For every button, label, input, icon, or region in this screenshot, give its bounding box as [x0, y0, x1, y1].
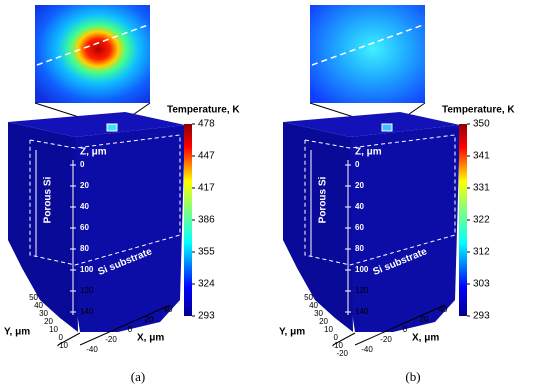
colorbar-tick-label: 341 [473, 151, 490, 162]
y-tick-label: 10 [324, 325, 333, 334]
panel-label: (b) [405, 369, 420, 384]
z-tick-label: 100 [80, 265, 94, 274]
z-tick-label: 20 [80, 181, 89, 190]
z-tick-label: 140 [355, 307, 369, 316]
y-tick-label: 30 [39, 309, 48, 318]
x-tick-label: -20 [380, 335, 392, 344]
y-tick-label: -10 [331, 341, 343, 350]
z-tick-label: 40 [355, 202, 364, 211]
y-axis [332, 332, 356, 346]
x-tick-label: 20 [145, 315, 154, 324]
z-tick-label: 20 [355, 181, 364, 190]
y-tick-label: 20 [44, 317, 53, 326]
z-tick-label: 0 [80, 160, 85, 169]
colorbar-tick-label: 350 [473, 119, 490, 130]
x-tick-label: 40 [439, 305, 448, 314]
colorbar [184, 124, 192, 316]
x-label: X, μm [137, 333, 164, 344]
colorbar [459, 124, 467, 316]
colorbar-tick-label: 478 [198, 119, 215, 130]
inset [35, 5, 150, 103]
panel-label: (a) [131, 369, 145, 384]
colorbar-tick-label: 417 [198, 183, 215, 194]
porous-label: Porous Si [318, 176, 329, 223]
x-tick-label: -40 [361, 345, 373, 354]
colorbar-tick-label: 303 [473, 279, 490, 290]
z-tick-label: 80 [80, 244, 89, 253]
z-tick-label: 60 [355, 223, 364, 232]
colorbar-title: Temperature, K [442, 105, 515, 116]
z-tick-label: 100 [355, 265, 369, 274]
y-tick-label: 0 [59, 333, 64, 342]
colorbar-tick-label: 293 [473, 311, 490, 322]
colorbar-tick-label: 447 [198, 151, 215, 162]
block-side [350, 125, 460, 332]
block-side [75, 125, 185, 332]
block-top [8, 112, 185, 137]
z-label: Z, μm [355, 147, 382, 158]
x-label: X, μm [412, 333, 439, 344]
y-tick-label: 40 [34, 301, 43, 310]
x-tick-label: -40 [86, 345, 98, 354]
y-tick-label: 50 [29, 293, 38, 302]
spot [381, 123, 393, 132]
block-front [283, 122, 353, 332]
inset [310, 5, 425, 103]
colorbar-tick-label: 355 [198, 247, 215, 258]
z-tick-label: 120 [80, 286, 94, 295]
z-tick-label: 80 [355, 244, 364, 253]
x-axis [354, 304, 446, 346]
colorbar-title: Temperature, K [167, 105, 240, 116]
colorbar-tick-label: 322 [473, 215, 490, 226]
colorbar-tick-label: 324 [198, 279, 215, 290]
y-tick-label: 20 [319, 317, 328, 326]
z-tick-label: 60 [80, 223, 89, 232]
y-label: Y, μm [4, 327, 30, 338]
x-tick-label: -20 [105, 335, 117, 344]
porous-label: Porous Si [43, 176, 54, 223]
x-axis [79, 304, 171, 346]
block-top [283, 112, 460, 137]
colorbar-tick-label: 331 [473, 183, 490, 194]
x-tick-label: 0 [403, 325, 408, 334]
colorbar-tick-label: 312 [473, 247, 490, 258]
x-tick-label: 0 [128, 325, 133, 334]
z-tick-label: 0 [355, 160, 360, 169]
y-tick-label: 40 [309, 301, 318, 310]
block-front [8, 122, 78, 332]
colorbar-tick-label: 293 [198, 311, 215, 322]
z-tick-label: 40 [80, 202, 89, 211]
x-tick-label: 40 [164, 305, 173, 314]
z-tick-label: 120 [355, 286, 369, 295]
y-tick-label: -10 [56, 341, 68, 350]
colorbar-tick-label: 386 [198, 215, 215, 226]
z-tick-label: 140 [80, 307, 94, 316]
spot [106, 123, 118, 132]
porous-outline [29, 134, 181, 266]
y-tick-label: 10 [49, 325, 58, 334]
y-tick-label: -20 [336, 349, 348, 358]
y-tick-label: 30 [314, 309, 323, 318]
y-tick-label: 0 [334, 333, 339, 342]
x-tick-label: 20 [420, 315, 429, 324]
z-label: Z, μm [80, 147, 107, 158]
y-axis [57, 332, 81, 346]
y-tick-label: 50 [304, 293, 313, 302]
y-label: Y, μm [279, 327, 305, 338]
porous-outline [304, 134, 456, 266]
